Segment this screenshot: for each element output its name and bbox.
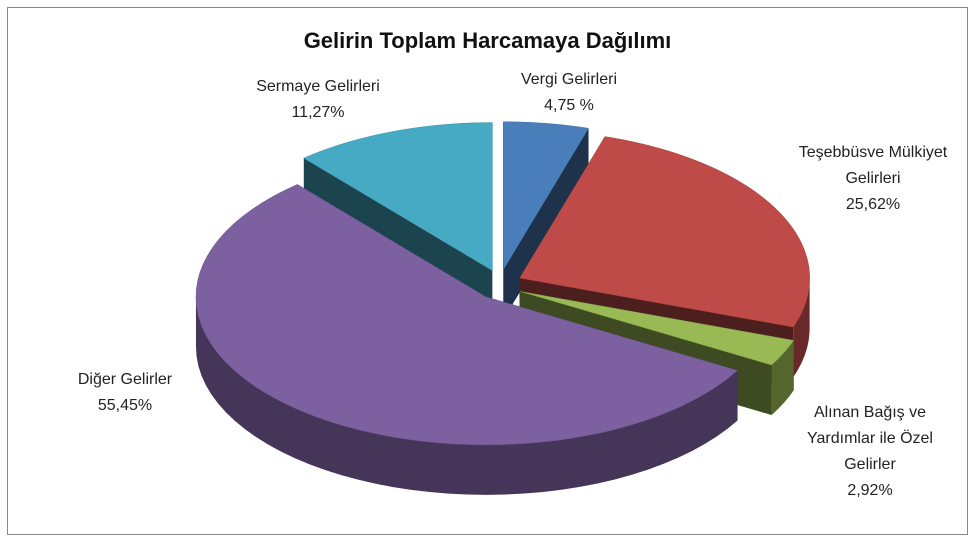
category-label: Sermaye Gelirleri xyxy=(256,78,380,95)
slice xyxy=(503,121,589,271)
slice xyxy=(195,184,739,446)
category-label: Vergi Gelirleri xyxy=(520,71,618,88)
value-label: 25,62% xyxy=(845,196,901,213)
category-label: Alınan Bağış ve Yardımlar ile Özel Gelir… xyxy=(807,404,933,473)
slice-side xyxy=(771,340,794,416)
data-label: Sermaye Gelirleri 11,27% xyxy=(233,74,403,126)
value-label: 55,45% xyxy=(97,397,153,414)
slice xyxy=(519,136,810,328)
data-label: Alınan Bağış ve Yardımlar ile Özel Gelir… xyxy=(793,400,948,504)
category-label: Teşebbüsve Mülkiyet Gelirleri xyxy=(798,144,948,187)
value-label: 4,75 % xyxy=(544,97,594,114)
slice-side xyxy=(195,296,738,495)
value-label: 2,92% xyxy=(847,482,893,499)
data-label: Teşebbüsve Mülkiyet Gelirleri 25,62% xyxy=(798,140,948,218)
slice xyxy=(519,291,795,366)
category-label: Diğer Gelirler xyxy=(77,371,173,388)
chart-title: Gelirin Toplam Harcamaya Dağılımı xyxy=(303,28,672,53)
value-label: 11,27% xyxy=(291,104,345,121)
slice-side xyxy=(793,278,810,378)
data-label: Diğer Gelirler 55,45% xyxy=(55,367,195,419)
data-label: Vergi Gelirleri 4,75 % xyxy=(484,67,654,119)
slice xyxy=(303,122,493,271)
